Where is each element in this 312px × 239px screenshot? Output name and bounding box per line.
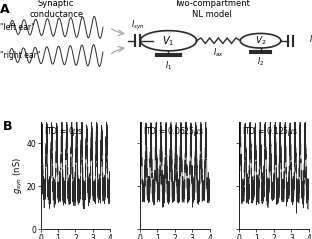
Text: $I_{ax}$: $I_{ax}$ xyxy=(213,47,224,60)
Text: $I_1$: $I_1$ xyxy=(165,60,172,72)
Text: Two-compartment
NL model: Two-compartment NL model xyxy=(174,0,250,19)
Text: "left ear": "left ear" xyxy=(0,23,35,32)
Text: $V_1$: $V_1$ xyxy=(162,34,175,48)
Text: ITD = 0.125$\mu$s: ITD = 0.125$\mu$s xyxy=(242,125,299,138)
Text: $I_{syn}$: $I_{syn}$ xyxy=(131,19,144,32)
Text: B: B xyxy=(3,120,12,132)
Text: ITD = 0$\mu$s: ITD = 0$\mu$s xyxy=(44,125,83,138)
Text: Synaptic
conductance: Synaptic conductance xyxy=(29,0,83,19)
Text: $I_{spike}$: $I_{spike}$ xyxy=(309,34,312,47)
Text: $I_2$: $I_2$ xyxy=(257,56,264,68)
Text: A: A xyxy=(0,3,9,16)
Text: $V_2$: $V_2$ xyxy=(255,34,266,47)
Y-axis label: $g_{syn}$ (nS): $g_{syn}$ (nS) xyxy=(12,157,25,194)
Text: "right ear": "right ear" xyxy=(0,51,40,60)
Text: ITD = 0.0625$\mu$s: ITD = 0.0625$\mu$s xyxy=(143,125,204,138)
